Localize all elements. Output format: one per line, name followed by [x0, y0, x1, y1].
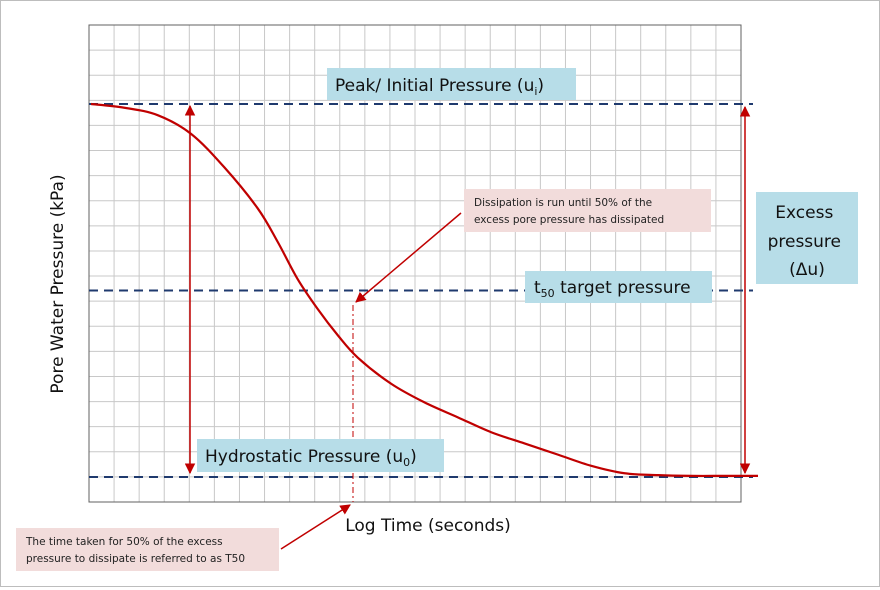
peak-label-box [327, 68, 576, 100]
t50-note-box [16, 528, 279, 571]
dissipation-note: Dissipation is run until 50% of the exce… [474, 197, 664, 226]
dissipation-pointer-arrow [355, 212, 462, 303]
excess-pressure-label: Excess pressure (Δu) [768, 203, 847, 280]
t50-note: The time taken for 50% of the excess pre… [25, 536, 245, 565]
reference-lines [89, 103, 753, 478]
series-line [90, 102, 758, 478]
x-axis-label: Log Time (seconds) [345, 516, 511, 536]
peak-label: Peak/ Initial Pressure (ui) [335, 76, 544, 98]
t50-pointer-arrow [280, 504, 351, 550]
excess-pressure-box [756, 192, 858, 284]
t50-label-box [525, 271, 712, 303]
t50-label: t50 target pressure [534, 278, 691, 300]
hydrostatic-label-box [197, 439, 444, 472]
hydrostatic-label: Hydrostatic Pressure (u0) [205, 447, 417, 469]
y-axis-label: Pore Water Pressure (kPa) [48, 174, 68, 393]
dissipation-note-box [464, 189, 711, 232]
